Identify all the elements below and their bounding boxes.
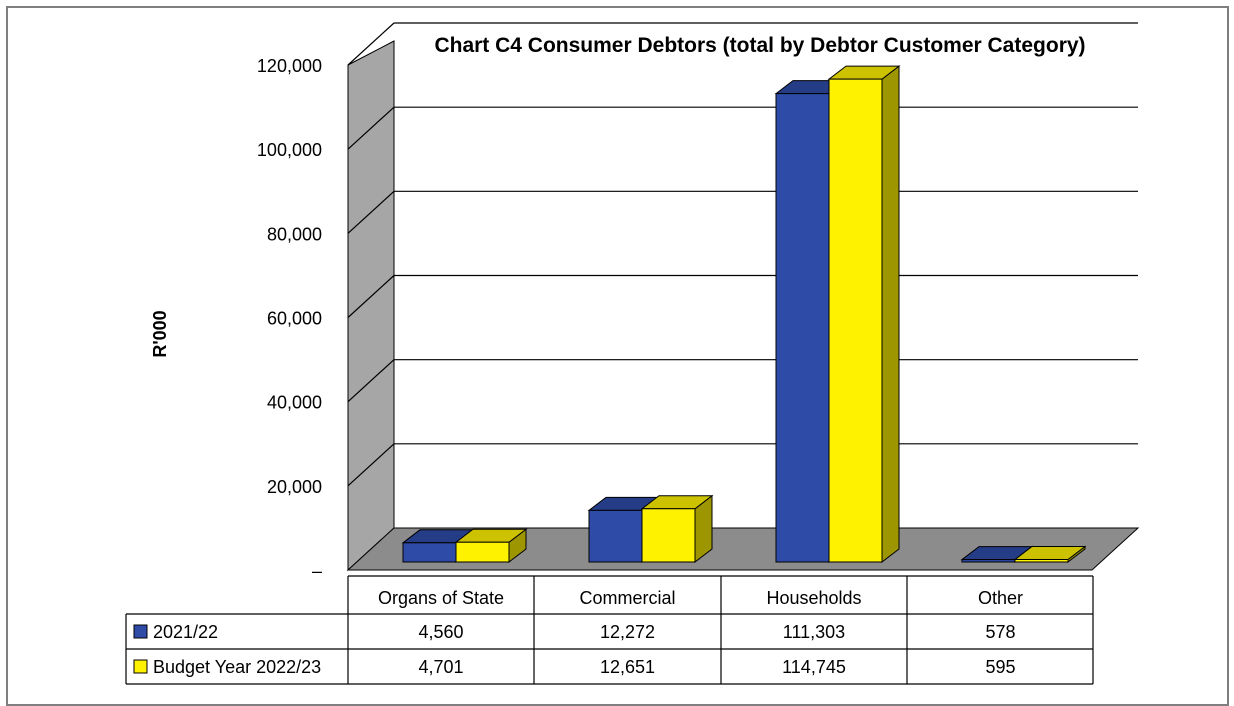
y-tick-label: 80,000 bbox=[267, 224, 322, 244]
bar-front bbox=[1014, 558, 1069, 563]
bar-series2 bbox=[640, 494, 714, 564]
left-wall bbox=[347, 40, 395, 572]
bar-front bbox=[775, 93, 830, 563]
bar-front bbox=[588, 509, 643, 563]
category-label: Organs of State bbox=[378, 588, 504, 608]
legend-entry: 2021/22 bbox=[153, 622, 218, 642]
bar-front bbox=[961, 559, 1016, 563]
chart-walls bbox=[346, 40, 1140, 572]
data-label: 12,651 bbox=[600, 657, 655, 677]
bar-chart: –20,00040,00060,00080,000100,000120,000 … bbox=[125, 22, 1140, 685]
y-tick-label: – bbox=[312, 561, 322, 581]
legend-swatch bbox=[133, 659, 148, 674]
gridline-diagonal bbox=[347, 359, 395, 403]
y-axis-ticks: – 20,000 40,000 60,000 80,000 100,000 120,000 bbox=[257, 56, 322, 581]
legend-entry: Budget Year 2022/23 bbox=[153, 657, 321, 677]
gridline-diagonal bbox=[347, 22, 395, 66]
bars bbox=[401, 65, 1087, 564]
y-tick-label: 100,000 bbox=[257, 140, 322, 160]
data-label: 114,745 bbox=[782, 657, 846, 677]
gridline-diagonal bbox=[347, 106, 395, 150]
data-label: 12,272 bbox=[600, 622, 655, 642]
y-tick-label: 40,000 bbox=[267, 393, 322, 413]
bar-series2 bbox=[454, 528, 528, 564]
gridlines bbox=[347, 22, 1138, 487]
data-label: 595 bbox=[985, 657, 1015, 677]
bar-front bbox=[402, 542, 457, 563]
data-label: 4,560 bbox=[418, 622, 463, 642]
chart-title: Chart C4 Consumer Debtors (total by Debt… bbox=[434, 34, 1085, 57]
y-tick-label: 120,000 bbox=[257, 56, 322, 76]
floor bbox=[346, 527, 1140, 571]
data-label: 111,303 bbox=[783, 622, 845, 642]
gridline-diagonal bbox=[347, 275, 395, 318]
data-label: 578 bbox=[985, 622, 1015, 642]
legend-swatch bbox=[133, 624, 148, 639]
category-label: Commercial bbox=[579, 588, 675, 608]
bar-side bbox=[881, 65, 900, 564]
data-table: Organs of State Commercial Households Other… bbox=[125, 575, 1094, 685]
category-label: Other bbox=[978, 588, 1023, 608]
gridline-diagonal bbox=[347, 190, 395, 234]
gridline-diagonal bbox=[347, 443, 395, 487]
bar-front bbox=[641, 508, 696, 563]
bar-series2 bbox=[1013, 545, 1087, 564]
data-label: 4,701 bbox=[418, 657, 463, 677]
y-tick-label: 20,000 bbox=[267, 477, 322, 497]
y-axis-label: R'000 bbox=[150, 310, 170, 357]
y-tick-label: 60,000 bbox=[267, 309, 322, 329]
bar-series2 bbox=[827, 65, 901, 564]
category-label: Households bbox=[766, 588, 861, 608]
bar-front bbox=[455, 541, 510, 563]
bar-front bbox=[828, 78, 883, 563]
